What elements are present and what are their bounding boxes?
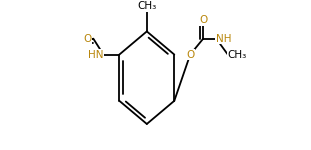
Text: HN: HN xyxy=(88,50,104,60)
Text: NH: NH xyxy=(216,34,232,44)
Text: O: O xyxy=(83,34,91,44)
Text: CH₃: CH₃ xyxy=(228,50,247,60)
Text: CH₃: CH₃ xyxy=(137,1,156,11)
Text: O: O xyxy=(186,50,194,60)
Text: O: O xyxy=(199,15,207,25)
